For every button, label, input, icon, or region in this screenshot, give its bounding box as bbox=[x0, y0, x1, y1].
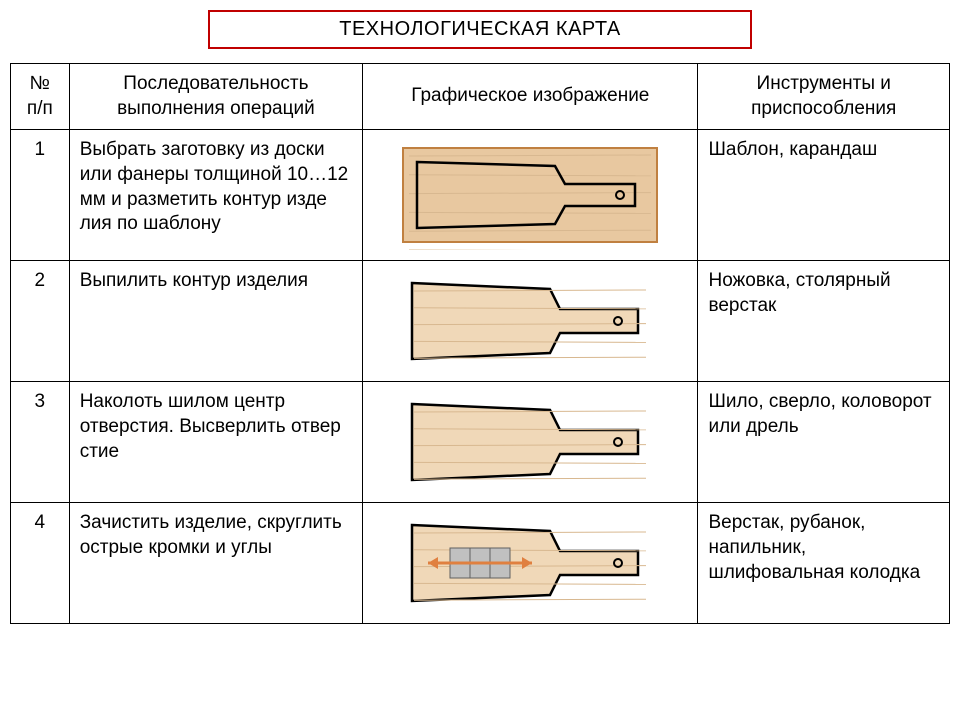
cell-graphic bbox=[363, 130, 698, 261]
table-row: 1 Выбрать заготовку из доски или фане​ры… bbox=[11, 130, 950, 261]
cell-graphic bbox=[363, 382, 698, 503]
cell-graphic bbox=[363, 261, 698, 382]
cell-tools: Шаблон, карандаш bbox=[698, 130, 950, 261]
header-num: № п/п bbox=[11, 64, 70, 130]
cell-seq: Выбрать заготовку из доски или фане​ры т… bbox=[69, 130, 362, 261]
cell-seq: Зачистить изделие, скруглить острые кром… bbox=[69, 503, 362, 624]
tech-table: № п/п Последовательность выполнения опер… bbox=[10, 63, 950, 624]
cell-tools: Верстак, руба​нок, напильник, шлифовальн… bbox=[698, 503, 950, 624]
cell-seq: Выпилить контур изделия bbox=[69, 261, 362, 382]
cell-num: 2 bbox=[11, 261, 70, 382]
table-row: 2 Выпилить контур изделия Ножовка, столя… bbox=[11, 261, 950, 382]
cell-tools: Ножовка, столярный верстак bbox=[698, 261, 950, 382]
table-row: 4 Зачистить изделие, скруглить острые кр… bbox=[11, 503, 950, 624]
cell-num: 1 bbox=[11, 130, 70, 261]
header-row: № п/п Последовательность выполнения опер… bbox=[11, 64, 950, 130]
table-row: 3 Наколоть шилом центр отверстия. Высвер… bbox=[11, 382, 950, 503]
cell-tools: Шило, сверло, коловорот или дрель bbox=[698, 382, 950, 503]
cell-graphic bbox=[363, 503, 698, 624]
header-tools: Инструменты и приспособления bbox=[698, 64, 950, 130]
title: ТЕХНОЛОГИЧЕСКАЯ КАРТА bbox=[208, 10, 752, 49]
header-graphic: Графическое изображение bbox=[363, 64, 698, 130]
header-seq: Последовательность выполнения операций bbox=[69, 64, 362, 130]
cell-num: 3 bbox=[11, 382, 70, 503]
cell-seq: Наколоть шилом центр отверстия. Высверли… bbox=[69, 382, 362, 503]
cell-num: 4 bbox=[11, 503, 70, 624]
